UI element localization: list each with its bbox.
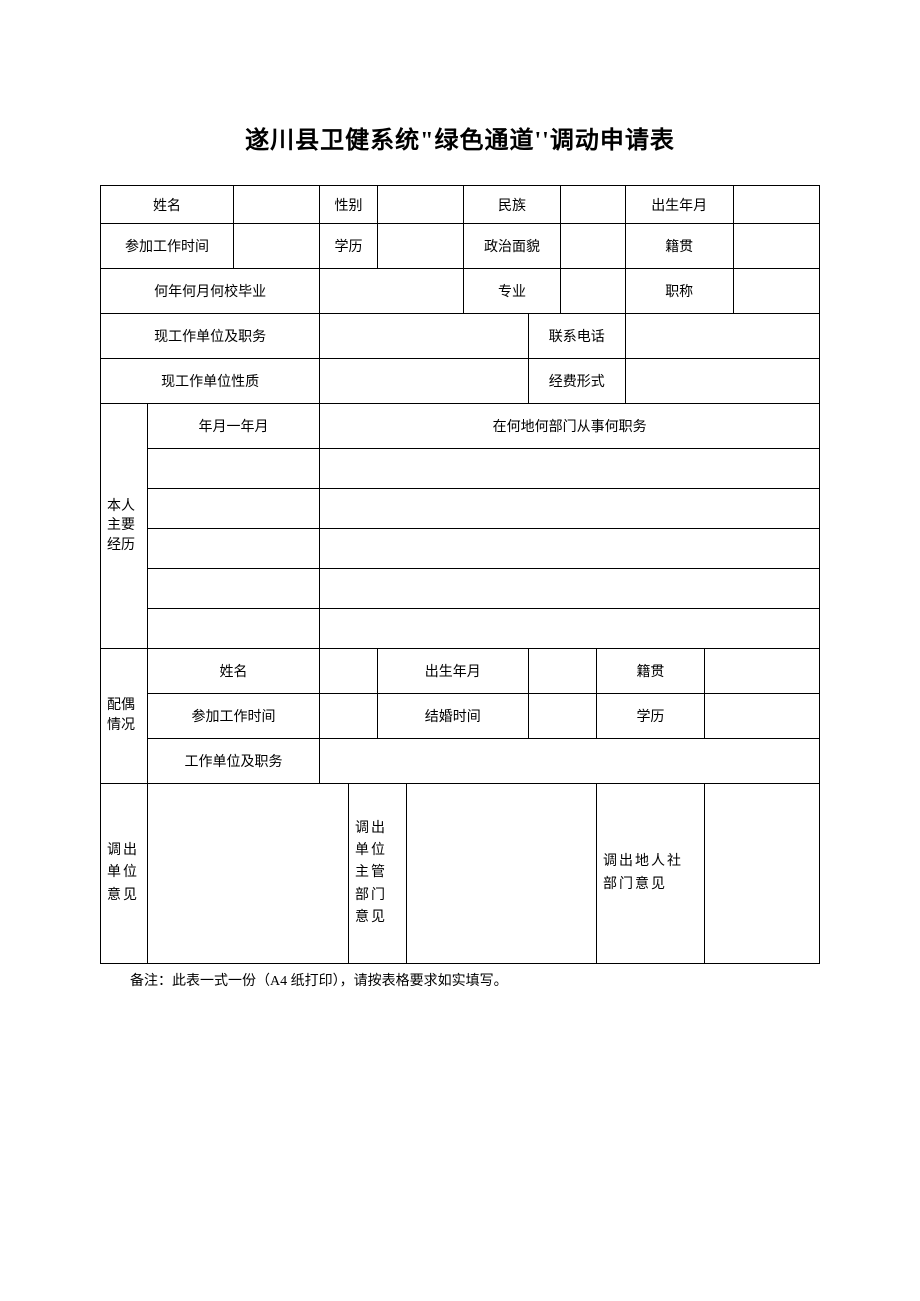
- spouse-section-label: 配偶情况: [101, 649, 148, 784]
- out-dept-opinion-value: [406, 784, 597, 964]
- nature-value: [320, 359, 528, 404]
- spouse-dob-value: [528, 649, 596, 694]
- table-row: 工作单位及职务: [101, 739, 820, 784]
- experience-period-cell: [147, 489, 320, 529]
- contact-value: [625, 314, 819, 359]
- table-row: 配偶情况 姓名 出生年月 籍贯: [101, 649, 820, 694]
- experience-period-cell: [147, 609, 320, 649]
- gender-value: [377, 186, 463, 224]
- experience-content-header: 在何地何部门从事何职务: [320, 404, 820, 449]
- application-form-table: 姓名 性别 民族 出生年月 参加工作时间 学历 政治面貌 籍贯 何年何月何校毕业…: [100, 185, 820, 964]
- table-row: 参加工作时间 学历 政治面貌 籍贯: [101, 224, 820, 269]
- spouse-work-start-label: 参加工作时间: [147, 694, 320, 739]
- out-hr-opinion-value: [704, 784, 819, 964]
- table-row: 现工作单位性质 经费形式: [101, 359, 820, 404]
- spouse-marriage-value: [528, 694, 596, 739]
- form-title: 遂川县卫健系统"绿色通道''调动申请表: [100, 120, 820, 155]
- experience-content-cell: [320, 569, 820, 609]
- title-value: [733, 269, 819, 314]
- experience-period-cell: [147, 569, 320, 609]
- table-row: 姓名 性别 民族 出生年月: [101, 186, 820, 224]
- table-row: [101, 489, 820, 529]
- funding-value: [625, 359, 819, 404]
- native-value: [733, 224, 819, 269]
- spouse-name-value: [320, 649, 378, 694]
- ethnicity-label: 民族: [464, 186, 561, 224]
- experience-section-label: 本人主要经历: [101, 404, 148, 649]
- ethnicity-value: [561, 186, 626, 224]
- native-label: 籍贯: [625, 224, 733, 269]
- spouse-name-label: 姓名: [147, 649, 320, 694]
- political-label: 政治面貌: [464, 224, 561, 269]
- table-row: 调出单位意见 调出单位主管部门意见 调出地人社部门意见: [101, 784, 820, 964]
- workplace-label: 现工作单位及职务: [101, 314, 320, 359]
- contact-label: 联系电话: [528, 314, 625, 359]
- out-unit-opinion-label: 调出单位意见: [101, 784, 148, 964]
- name-label: 姓名: [101, 186, 234, 224]
- out-dept-opinion-label: 调出单位主管部门意见: [349, 784, 407, 964]
- title-label: 职称: [625, 269, 733, 314]
- table-row: [101, 449, 820, 489]
- spouse-work-start-value: [320, 694, 378, 739]
- political-value: [561, 224, 626, 269]
- experience-period-cell: [147, 529, 320, 569]
- education-value: [377, 224, 463, 269]
- workplace-value: [320, 314, 528, 359]
- experience-content-cell: [320, 489, 820, 529]
- work-start-value: [234, 224, 320, 269]
- experience-content-cell: [320, 609, 820, 649]
- spouse-dob-label: 出生年月: [377, 649, 528, 694]
- nature-label: 现工作单位性质: [101, 359, 320, 404]
- experience-period-header: 年月一年月: [147, 404, 320, 449]
- gender-label: 性别: [320, 186, 378, 224]
- table-row: 本人主要经历 年月一年月 在何地何部门从事何职务: [101, 404, 820, 449]
- graduation-value: [320, 269, 464, 314]
- out-unit-opinion-value: [147, 784, 348, 964]
- spouse-education-label: 学历: [597, 694, 705, 739]
- work-start-label: 参加工作时间: [101, 224, 234, 269]
- spouse-education-value: [704, 694, 819, 739]
- spouse-marriage-label: 结婚时间: [377, 694, 528, 739]
- spouse-native-label: 籍贯: [597, 649, 705, 694]
- graduation-label: 何年何月何校毕业: [101, 269, 320, 314]
- dob-value: [733, 186, 819, 224]
- experience-content-cell: [320, 529, 820, 569]
- spouse-native-value: [704, 649, 819, 694]
- education-label: 学历: [320, 224, 378, 269]
- dob-label: 出生年月: [625, 186, 733, 224]
- experience-period-cell: [147, 449, 320, 489]
- table-row: 何年何月何校毕业 专业 职称: [101, 269, 820, 314]
- spouse-workplace-value: [320, 739, 820, 784]
- experience-content-cell: [320, 449, 820, 489]
- major-value: [561, 269, 626, 314]
- table-row: [101, 569, 820, 609]
- name-value: [234, 186, 320, 224]
- funding-label: 经费形式: [528, 359, 625, 404]
- table-row: 现工作单位及职务 联系电话: [101, 314, 820, 359]
- form-note: 备注：此表一式一份（A4 纸打印），请按表格要求如实填写。: [100, 970, 820, 990]
- table-row: [101, 529, 820, 569]
- table-row: [101, 609, 820, 649]
- major-label: 专业: [464, 269, 561, 314]
- out-hr-opinion-label: 调出地人社部门意见: [597, 784, 705, 964]
- table-row: 参加工作时间 结婚时间 学历: [101, 694, 820, 739]
- spouse-workplace-label: 工作单位及职务: [147, 739, 320, 784]
